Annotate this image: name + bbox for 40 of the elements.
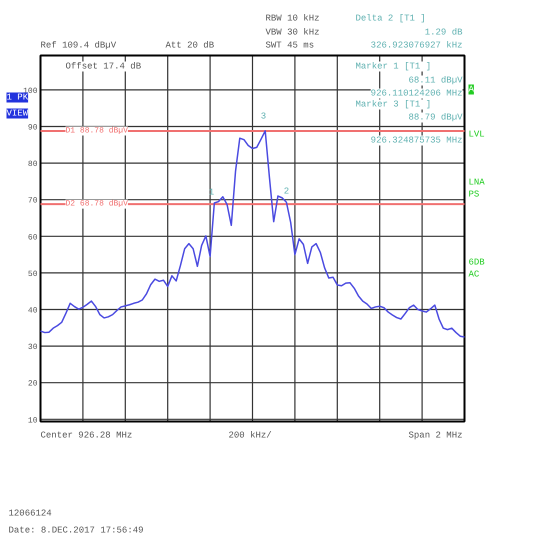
annotation: 68.11 dBµV: [408, 76, 464, 86]
text: Delta 2 [T1 ]: [356, 14, 426, 24]
annotation: Marker 3 [T1 ]: [356, 100, 432, 110]
annotation: 3: [260, 112, 266, 122]
text: VBW 30 kHz: [266, 28, 320, 38]
y-tick-label: 20: [28, 380, 38, 389]
text: 6DB: [468, 258, 486, 268]
annotation: 926.110124206 MHz: [370, 88, 463, 98]
text: AC: [468, 270, 480, 280]
y-tick-label: 80: [28, 160, 38, 170]
annotation: Offset 17.4 dB: [66, 62, 142, 72]
annotation: 926.324875735 MHz: [370, 136, 463, 146]
ref-line-label: D2 68.78 dBµV: [66, 200, 128, 209]
annotation: 88.79 dBµV: [408, 112, 464, 122]
text: 326.923076927 kHz: [370, 40, 463, 50]
text: Ref 109.4 dBµV: [40, 40, 117, 50]
text: A: [468, 84, 474, 94]
annotation: 2: [284, 186, 290, 196]
text: RBW 10 kHz: [266, 14, 320, 24]
text: LVL: [468, 130, 485, 140]
text: 1 PK: [6, 92, 29, 102]
text: 12066124: [8, 508, 52, 518]
text: Att 20 dB: [166, 40, 215, 50]
text: LNA: [468, 178, 486, 188]
text: SWT 45 ms: [266, 40, 314, 50]
text: Date: 8.DEC.2017 17:56:49: [8, 526, 144, 536]
text: 1.29 dB: [424, 28, 464, 38]
text: 200 kHz/: [228, 430, 272, 440]
text: Span 2 MHz: [408, 430, 463, 440]
text: Center 926.28 MHz: [40, 430, 132, 440]
y-tick-label: 50: [28, 270, 38, 279]
y-tick-label: 70: [28, 196, 38, 206]
text: PS: [468, 190, 480, 200]
annotation: Marker 1 [T1 ]: [356, 62, 432, 72]
y-tick-label: 40: [28, 306, 38, 316]
ref-line-label: D1 88.78 dBµV: [66, 126, 128, 136]
y-tick-label: 60: [28, 233, 38, 242]
y-tick-label: 90: [28, 124, 38, 133]
y-tick-label: 10: [28, 416, 38, 426]
y-tick-label: 30: [28, 343, 38, 352]
